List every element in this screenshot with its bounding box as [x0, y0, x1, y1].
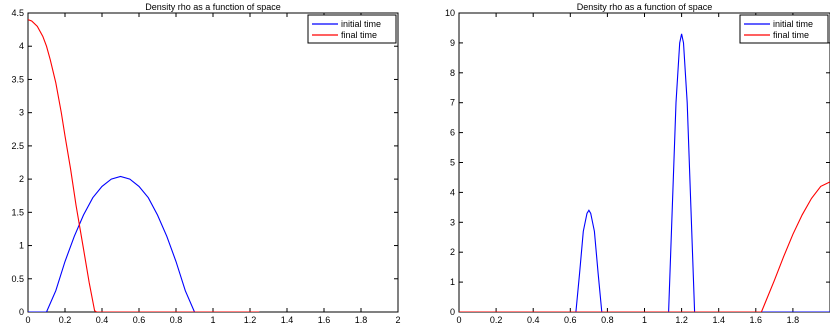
x-tick-label: 0 — [25, 315, 30, 325]
y-tick-label: 6 — [450, 128, 455, 138]
legend-box — [739, 14, 829, 44]
x-tick-label: 1.6 — [750, 315, 763, 325]
y-tick-label: 2 — [450, 247, 455, 257]
x-tick-label: 0.6 — [564, 315, 577, 325]
x-tick-label: 1.6 — [318, 315, 331, 325]
y-tick-label: 9 — [450, 38, 455, 48]
legend-box — [307, 14, 397, 44]
y-tick-label: 3 — [19, 108, 24, 118]
legend-entry: initial time — [773, 19, 813, 29]
y-tick-label: 4.5 — [11, 8, 24, 18]
legend-entry: final time — [773, 30, 809, 40]
y-tick-label: 1.5 — [11, 207, 24, 217]
chart-2: Density rho as a function of space 0 0.2 0.… — [445, 2, 830, 325]
x-tick-label: 0.4 — [96, 315, 109, 325]
series-group — [459, 33, 830, 312]
y-tick-label: 10 — [445, 8, 455, 18]
y-tick-label: 3.5 — [11, 74, 24, 84]
x-tick-label: 0.2 — [59, 315, 72, 325]
x-tick-label: 0.8 — [170, 315, 183, 325]
plot-frame — [458, 12, 830, 313]
x-tick-label: 1.4 — [281, 315, 294, 325]
y-tick-label: 2 — [19, 174, 24, 184]
x-tick-label: 0 — [456, 315, 461, 325]
series-line-initial-time — [28, 175, 260, 312]
y-tick-label: 8 — [450, 68, 455, 78]
x-tick-label: 1.4 — [712, 315, 725, 325]
x-tick-label: 0.6 — [133, 315, 146, 325]
y-tick-label: 5 — [450, 158, 455, 168]
series-line-final-time — [28, 19, 260, 312]
y-tick-label: 0 — [19, 307, 24, 317]
x-tick-label: 0.2 — [490, 315, 503, 325]
y-tick-label: 0 — [450, 307, 455, 317]
x-tick-label: 1.8 — [787, 315, 800, 325]
x-tick-label: 1.8 — [355, 315, 368, 325]
series-line-initial-time — [459, 33, 830, 312]
y-tick-label: 0.5 — [11, 274, 24, 284]
x-tick-label: 1.2 — [675, 315, 688, 325]
legend-entry: initial time — [341, 19, 381, 29]
chart-1: Density rho as a function of space 0 0.2 0.… — [11, 2, 400, 325]
y-tick-label: 4 — [450, 187, 455, 197]
y-tick-label: 4 — [19, 41, 24, 51]
y-tick-label: 7 — [450, 98, 455, 108]
y-tick-label: 2.5 — [11, 141, 24, 151]
y-tick-label: 1 — [19, 241, 24, 251]
y-tick-label: 1 — [450, 277, 455, 287]
legend-entry: final time — [341, 30, 377, 40]
x-tick-label: 2 — [395, 315, 400, 325]
chart-title: Density rho as a function of space — [145, 2, 281, 12]
x-tick-label: 0.4 — [527, 315, 540, 325]
chart-title: Density rho as a function of space — [577, 2, 713, 12]
plot-frame — [27, 12, 399, 313]
series-group — [28, 19, 260, 312]
series-line-final-time — [459, 181, 830, 312]
y-tick-label: 3 — [450, 217, 455, 227]
x-tick-label: 1 — [210, 315, 215, 325]
x-tick-label: 0.8 — [601, 315, 614, 325]
x-tick-label: 1.2 — [244, 315, 257, 325]
x-tick-label: 1 — [642, 315, 647, 325]
